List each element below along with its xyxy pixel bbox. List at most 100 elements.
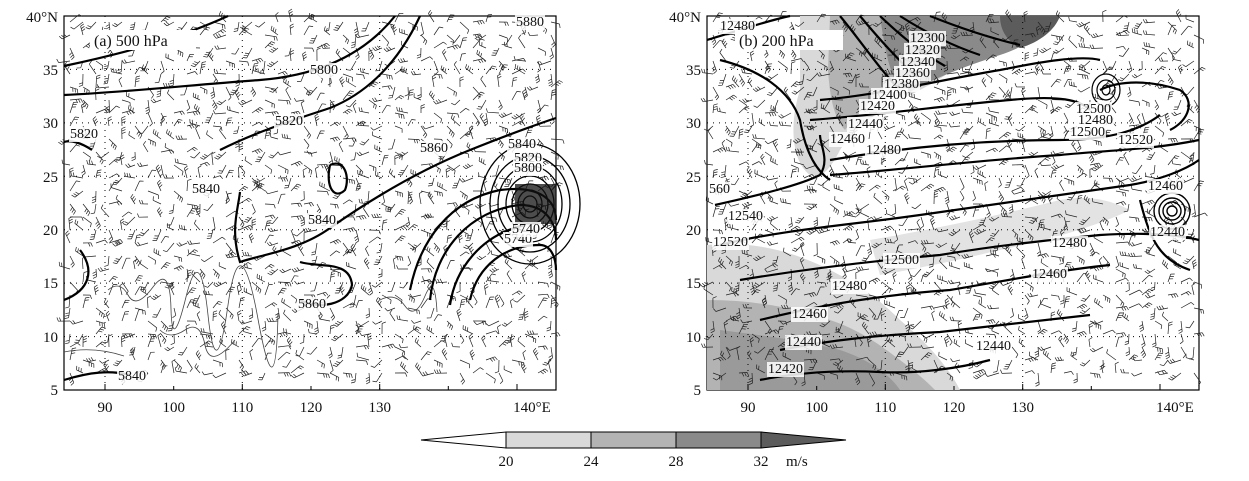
wind-barb (178, 346, 188, 356)
wind-barb (707, 127, 714, 140)
wind-barb (1037, 328, 1048, 335)
wind-barb (933, 125, 942, 132)
wind-barb (203, 47, 214, 58)
y-tick-label: 5 (694, 383, 702, 399)
contour-label: 12520 (713, 235, 748, 250)
wind-barb (537, 138, 544, 149)
wind-barb (1167, 21, 1177, 35)
wind-barb (835, 104, 844, 114)
wind-barb (718, 257, 727, 270)
wind-barb (364, 190, 370, 203)
wind-barb (1115, 255, 1120, 269)
wind-barb (108, 334, 113, 348)
wind-barb (1024, 216, 1038, 223)
wind-barb (212, 359, 223, 368)
wind-barb (1141, 99, 1150, 107)
wind-barb (1140, 346, 1147, 359)
wind-barb (1118, 47, 1130, 57)
wind-barb (1189, 151, 1195, 162)
wind-barb (1090, 32, 1104, 39)
wind-barb (712, 205, 720, 218)
wind-barb (316, 359, 325, 369)
wind-barb (990, 27, 1000, 36)
wind-barb (445, 167, 450, 179)
wind-barb (381, 219, 388, 231)
wind-barb (813, 216, 818, 228)
wind-barb (818, 331, 831, 336)
wind-barb (277, 99, 291, 105)
wind-barb (381, 85, 393, 90)
wind-barb (920, 352, 933, 361)
wind-barb (238, 164, 246, 177)
wind-barb (416, 47, 422, 59)
wind-barb (867, 242, 873, 256)
wind-barb (277, 151, 292, 156)
wind-barb (309, 34, 318, 44)
wind-barb (1180, 25, 1193, 36)
wind-barb (217, 164, 227, 174)
wind-barb (537, 345, 548, 350)
wind-barb (914, 158, 922, 166)
wind-barb (134, 275, 143, 283)
wind-barb (303, 13, 316, 23)
wind-barb (1141, 333, 1146, 348)
wind-barb (446, 34, 455, 45)
wind-barb (69, 101, 78, 114)
wind-barb (1173, 248, 1182, 257)
wind-barb (744, 125, 753, 133)
wind-barb (394, 190, 404, 198)
wind-barb (725, 125, 731, 136)
wind-barb (108, 275, 118, 283)
wind-barb (803, 91, 813, 101)
wind-barb (1141, 47, 1150, 56)
wind-barb (134, 125, 143, 139)
wind-barb (277, 193, 286, 205)
contour-label: 12460 (792, 307, 827, 322)
wind-barb (160, 359, 166, 370)
wind-barb (771, 347, 779, 361)
wind-barb (998, 73, 1008, 84)
wind-barb (281, 133, 292, 140)
wind-barb (712, 169, 718, 179)
wind-barb (452, 177, 461, 189)
wind-barb (104, 255, 110, 267)
wind-barb (121, 126, 126, 140)
wind-barb (394, 224, 409, 231)
wind-barb (242, 47, 253, 59)
wind-barb (147, 295, 152, 309)
wind-barb (1182, 60, 1195, 67)
wind-barb (730, 177, 740, 186)
wind-barb (959, 56, 970, 62)
wind-barb (456, 281, 461, 294)
wind-barb (758, 118, 766, 127)
wind-barb (1027, 292, 1039, 298)
wind-barb (1077, 86, 1091, 93)
wind-barb (922, 333, 935, 339)
wind-barb (376, 297, 383, 309)
wind-barb (1175, 9, 1182, 23)
wind-barb (394, 333, 404, 344)
wind-barb (365, 307, 370, 319)
wind-barb (115, 194, 123, 205)
wind-barb (1050, 78, 1062, 88)
wind-barb (277, 71, 288, 76)
wind-barb (160, 60, 165, 74)
wind-barb (264, 203, 276, 209)
wind-barb (1115, 277, 1129, 283)
wind-barb (968, 230, 975, 244)
wind-barb (242, 25, 253, 36)
wind-barb (168, 203, 175, 215)
wind-barb (82, 297, 90, 309)
wind-barb (375, 171, 383, 179)
wind-barb (1056, 309, 1065, 322)
wind-barb (920, 252, 931, 258)
wind-barb (121, 299, 130, 309)
wind-barb (381, 343, 396, 349)
wind-barb (1125, 346, 1130, 357)
wind-barb (147, 169, 157, 179)
wind-barb (972, 177, 983, 185)
wind-barb (1076, 255, 1085, 265)
x-tick-label: 100 (805, 400, 828, 416)
wind-barb (1141, 199, 1155, 206)
